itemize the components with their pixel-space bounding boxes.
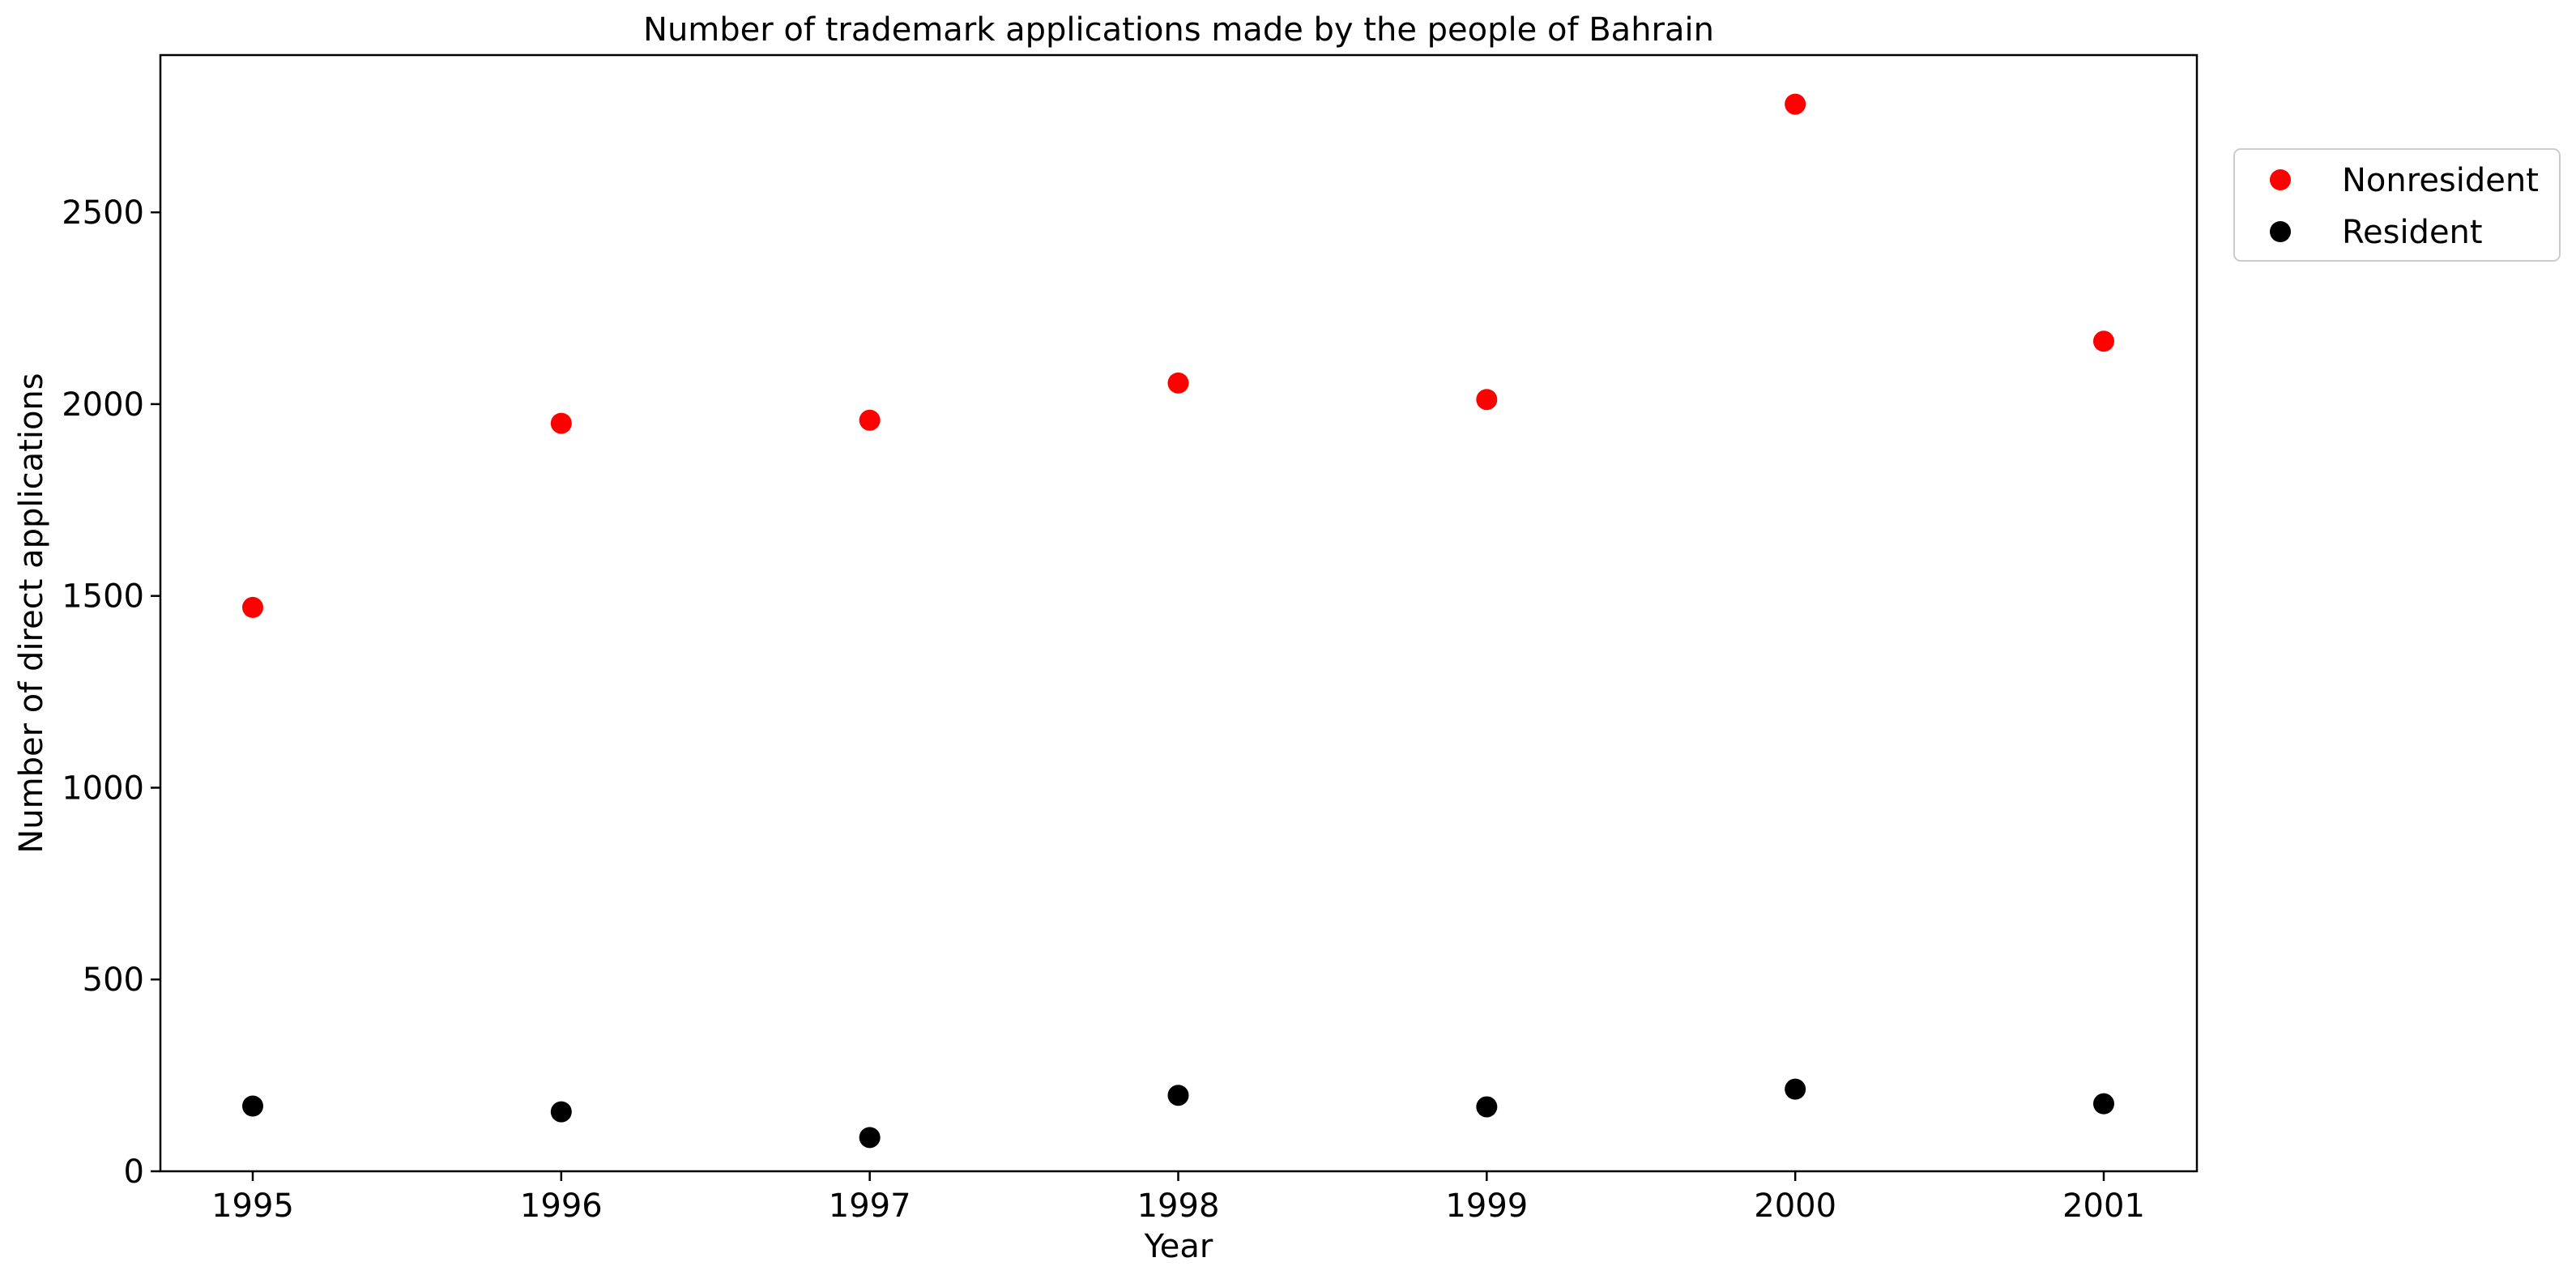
x-tick-label: 1995 <box>211 1187 294 1225</box>
data-point-resident <box>1167 1085 1189 1106</box>
y-tick-label: 2000 <box>62 386 144 424</box>
data-point-resident <box>859 1127 881 1149</box>
data-point-nonresident <box>859 409 881 431</box>
data-point-nonresident <box>2093 330 2114 352</box>
data-point-nonresident <box>1785 93 1806 115</box>
y-axis: 0 500 1000 1500 2000 2500 <box>62 194 160 1191</box>
x-tick-label: 1999 <box>1445 1187 1528 1225</box>
x-tick-label: 1996 <box>520 1187 603 1225</box>
x-tick-label: 2001 <box>2062 1187 2145 1225</box>
y-tick-label: 1000 <box>62 770 144 807</box>
legend-label-nonresident: Nonresident <box>2342 162 2539 199</box>
y-tick-label: 500 <box>83 961 144 999</box>
legend-marker-nonresident <box>2270 169 2291 190</box>
data-point-resident <box>2093 1093 2114 1115</box>
y-tick-label: 2500 <box>62 194 144 232</box>
x-axis: 1995 1996 1997 1998 1999 2000 2001 <box>211 1171 2145 1225</box>
legend: Nonresident Resident <box>2233 148 2561 262</box>
series-resident <box>242 1078 2114 1149</box>
x-tick-label: 1997 <box>829 1187 911 1225</box>
data-points <box>242 93 2114 1149</box>
data-point-resident <box>242 1095 263 1117</box>
data-point-nonresident <box>550 412 572 434</box>
data-point-nonresident <box>1476 389 1498 411</box>
data-point-resident <box>1476 1096 1498 1118</box>
x-tick-label: 2000 <box>1754 1187 1836 1225</box>
y-axis-label: Number of direct applications <box>13 373 50 853</box>
x-axis-label: Year <box>1144 1228 1213 1265</box>
y-tick-label: 1500 <box>62 578 144 616</box>
data-point-resident <box>1785 1078 1806 1100</box>
legend-marker-resident <box>2270 221 2291 242</box>
x-tick-label: 1998 <box>1137 1187 1220 1225</box>
chart-title: Number of trademark applications made by… <box>643 11 1714 49</box>
data-point-nonresident <box>1167 372 1189 394</box>
plot-area <box>159 53 2199 1173</box>
legend-label-resident: Resident <box>2342 214 2483 251</box>
y-tick-label: 0 <box>124 1153 144 1191</box>
series-nonresident <box>242 93 2114 618</box>
data-point-nonresident <box>242 596 263 618</box>
data-point-resident <box>550 1101 572 1123</box>
legend-box <box>2233 148 2561 262</box>
